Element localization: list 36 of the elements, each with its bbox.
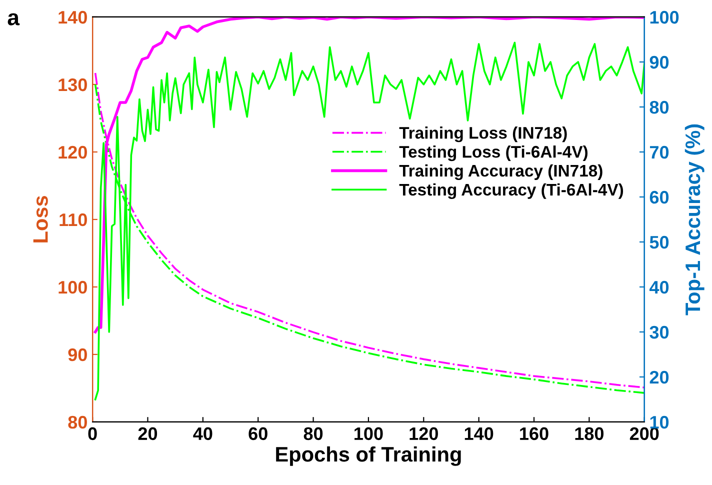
x-tick-label: 200 [630, 427, 659, 440]
y2-tick-label: 60 [650, 190, 669, 204]
x-tick-label: 120 [410, 427, 438, 440]
legend-label: Training Accuracy (IN718) [399, 164, 602, 180]
y-tick-label: 80 [68, 416, 87, 429]
y2-tick-label: 30 [650, 326, 669, 339]
y2-axis-title: Top-1 Accuracy (%) [684, 124, 704, 316]
x-tick-label: 160 [520, 427, 548, 440]
y-axis-title: Loss [33, 196, 48, 242]
text: a [8, 13, 20, 26]
x-tick-label: 80 [304, 427, 323, 440]
x-axis-title: Epochs of Training [276, 446, 461, 466]
y-tick-label: 90 [68, 348, 87, 362]
x-tick-label: 0 [88, 427, 97, 440]
y2-tick-label: 90 [650, 56, 669, 69]
y-tick-label: 130 [58, 78, 87, 92]
y-tick-label: 110 [60, 213, 87, 226]
legend-label: Testing Loss (Ti-6Al-4V) [399, 145, 588, 162]
legend-label: Testing Accuracy (Ti-6Al-4V) [399, 183, 624, 199]
y2-tick-label: 40 [649, 280, 669, 294]
y-tick-label: 120 [58, 146, 87, 159]
y2-tick-label: 10 [650, 416, 669, 429]
legend-label: Training Loss (IN718) [399, 126, 567, 142]
y-tick-label: 100 [58, 280, 87, 294]
x-tick-label: 20 [138, 427, 158, 440]
x-tick-label: 40 [193, 427, 212, 440]
y2-tick-label: 80 [650, 100, 669, 114]
y2-tick-label: 20 [650, 370, 669, 384]
x-tick-label: 180 [575, 427, 604, 440]
y2-tick-label: 50 [650, 236, 669, 249]
x-tick-label: 100 [354, 427, 383, 440]
x-tick-label: 140 [464, 427, 494, 440]
y-tick-label: 140 [58, 10, 87, 24]
x-tick-label: 60 [248, 427, 268, 440]
y2-tick-label: 100 [650, 10, 679, 24]
y2-tick-label: 70 [650, 146, 669, 159]
